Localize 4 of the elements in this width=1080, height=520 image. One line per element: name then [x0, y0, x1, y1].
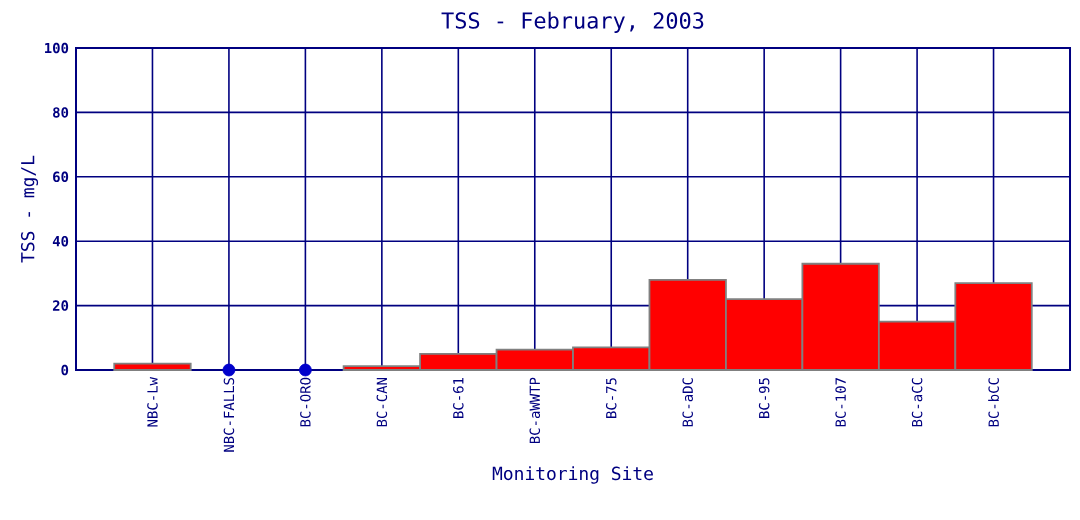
chart-title: TSS - February, 2003 [441, 11, 704, 34]
x-axis-title: Monitoring Site [492, 466, 653, 484]
bar [113, 362, 192, 371]
y-axis-title: TSS - mg/L [20, 155, 39, 263]
